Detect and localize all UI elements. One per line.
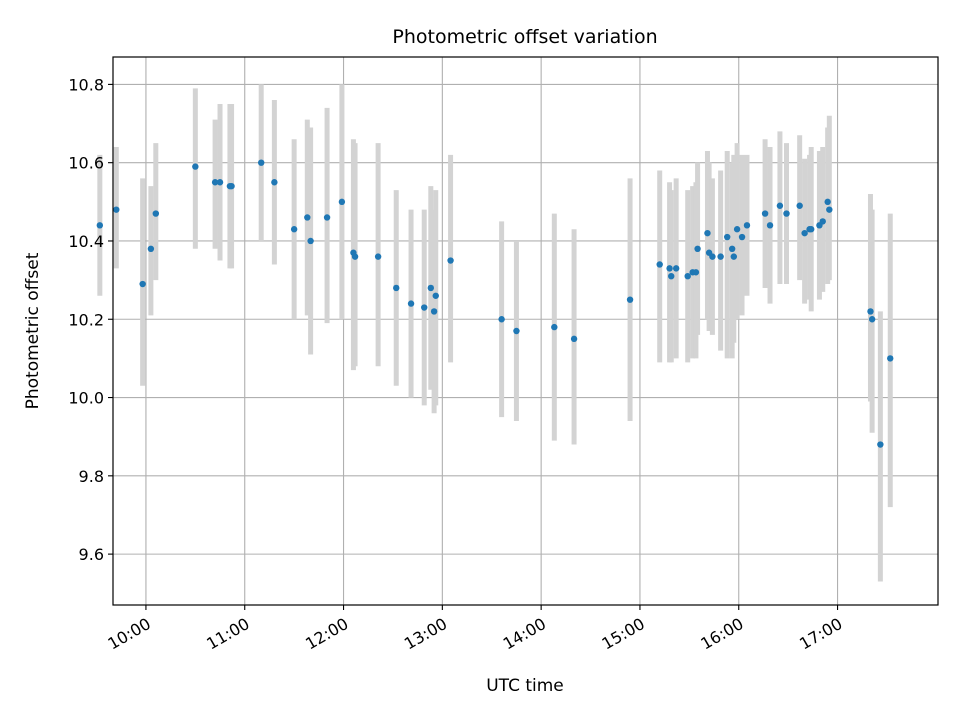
data-point [877, 441, 884, 448]
data-point [826, 206, 833, 213]
y-axis-label: Photometric offset [23, 252, 43, 409]
data-point [304, 214, 311, 221]
data-point [656, 261, 663, 268]
data-point [626, 296, 634, 303]
x-axis-label: UTC time [486, 676, 564, 696]
data-point [430, 308, 438, 315]
data-point [766, 222, 774, 229]
data-point [666, 265, 673, 272]
data-point [432, 292, 439, 299]
data-point [228, 182, 235, 190]
data-point [694, 245, 701, 252]
data-point [824, 198, 831, 206]
data-point [271, 179, 278, 186]
data-points [96, 159, 894, 448]
data-point [290, 226, 298, 233]
chart-title: Photometric offset variation [392, 26, 657, 48]
data-point [498, 316, 505, 323]
y-tick-label: 10.4 [68, 232, 104, 251]
data-point [776, 202, 784, 209]
data-point [717, 253, 724, 260]
data-point [421, 304, 428, 311]
data-point [684, 273, 691, 280]
data-point [819, 218, 826, 225]
data-point [211, 179, 219, 186]
data-point [692, 269, 700, 276]
data-point [338, 198, 346, 206]
y-tick-label: 10.2 [68, 310, 104, 329]
data-point [216, 179, 224, 186]
data-point [728, 245, 736, 252]
data-point [738, 233, 746, 241]
data-point [761, 210, 769, 217]
data-point [307, 237, 314, 245]
y-tick-label: 10.8 [68, 75, 104, 94]
data-point [672, 265, 680, 272]
data-point [668, 273, 675, 280]
data-point [730, 253, 738, 260]
data-point [427, 284, 435, 292]
data-point [733, 226, 741, 233]
plot-frame [112, 56, 939, 606]
data-point [147, 245, 155, 252]
data-point [743, 222, 751, 229]
data-point [323, 214, 331, 221]
data-point [783, 210, 790, 217]
data-point [704, 229, 711, 237]
data-point [393, 284, 400, 292]
data-point [808, 226, 815, 233]
data-point [868, 316, 876, 323]
data-point [724, 233, 731, 241]
data-point [113, 206, 120, 213]
data-point [96, 222, 104, 229]
y-tick-label: 9.6 [79, 545, 104, 564]
data-point [570, 335, 578, 343]
data-point [374, 253, 382, 260]
data-point [867, 308, 874, 315]
data-point [351, 253, 359, 260]
y-tick-label: 9.8 [79, 467, 104, 486]
data-point [139, 280, 146, 288]
data-point [258, 159, 265, 166]
data-point [887, 355, 894, 362]
data-point [192, 163, 199, 170]
y-axis-ticks: 9.6 9.8 10.0 10.2 10.4 10.6 10.8 [68, 75, 113, 564]
data-point [796, 202, 803, 209]
y-tick-label: 10.0 [68, 389, 104, 408]
data-point [447, 257, 454, 264]
data-point [801, 229, 808, 237]
y-tick-label: 10.6 [68, 154, 104, 173]
data-point [152, 210, 160, 217]
data-point [513, 327, 520, 335]
data-point [551, 323, 558, 331]
data-point [709, 253, 716, 260]
data-point [407, 300, 415, 307]
